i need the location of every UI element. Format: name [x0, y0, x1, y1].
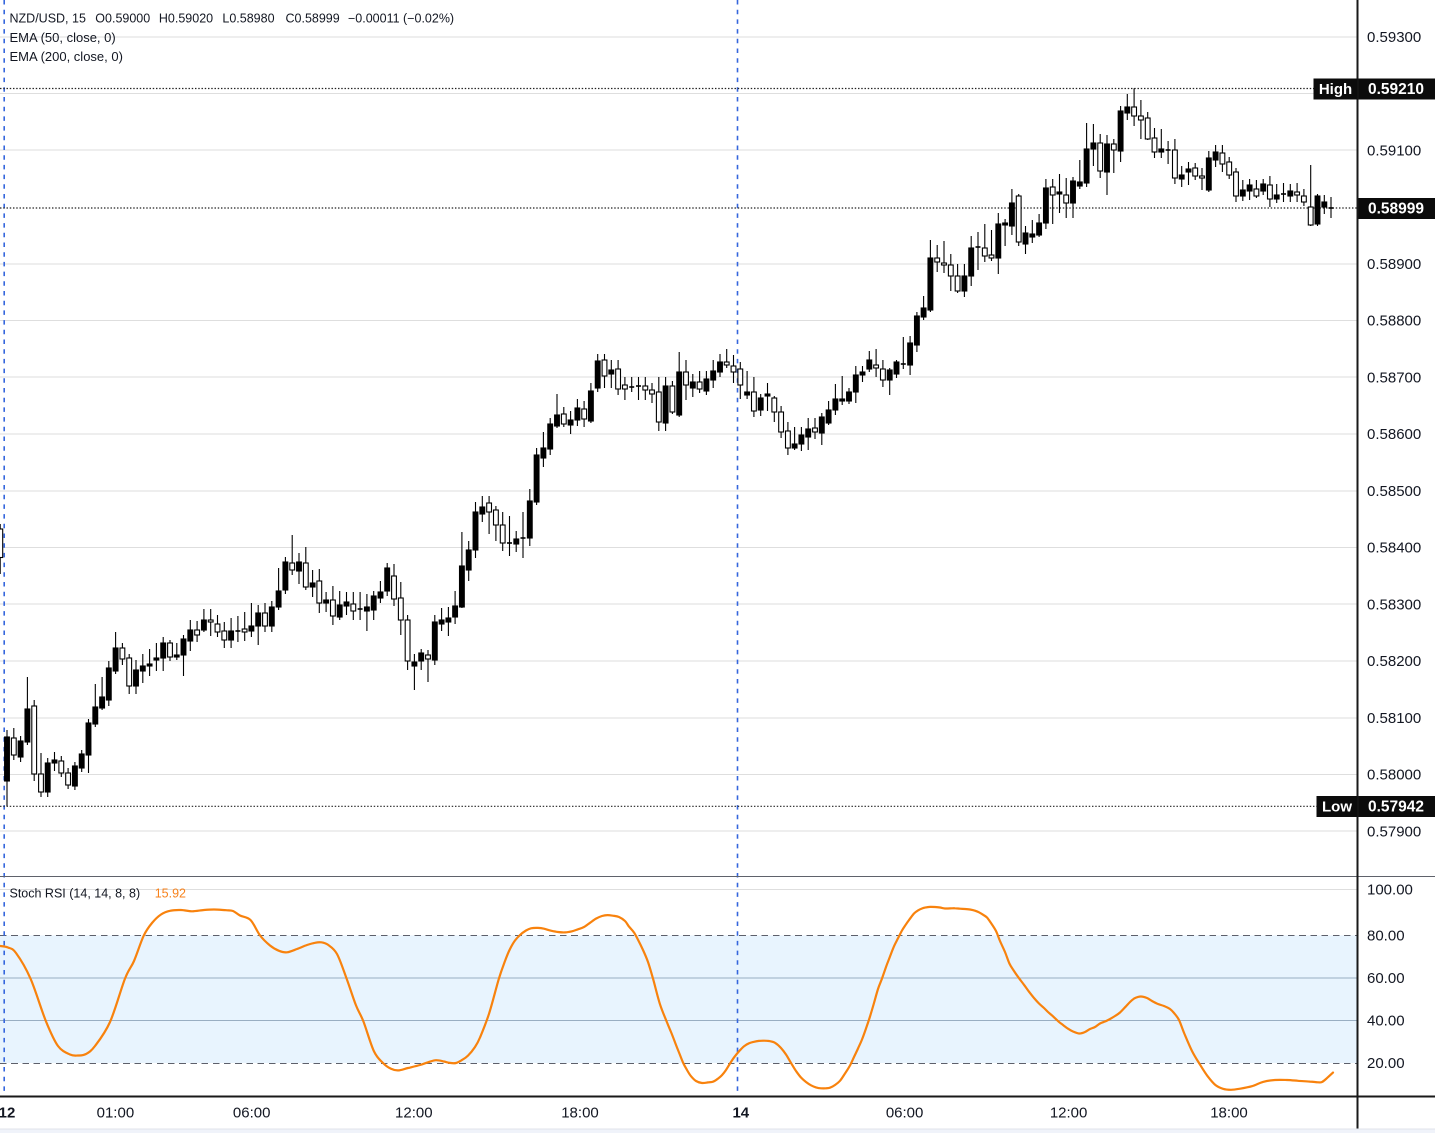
svg-text:0.57942: 0.57942	[1368, 799, 1424, 816]
svg-text:L0.58980: L0.58980	[222, 12, 274, 26]
svg-text:0.58600: 0.58600	[1367, 426, 1421, 443]
svg-text:18:00: 18:00	[1210, 1105, 1248, 1122]
svg-text:NZD/USD, 15: NZD/USD, 15	[10, 12, 86, 26]
svg-text:0.58100: 0.58100	[1367, 710, 1421, 727]
svg-text:20.00: 20.00	[1367, 1055, 1405, 1072]
svg-text:40.00: 40.00	[1367, 1013, 1405, 1030]
svg-text:06:00: 06:00	[886, 1105, 924, 1122]
svg-text:15.92: 15.92	[155, 886, 186, 900]
svg-text:EMA (50, close, 0): EMA (50, close, 0)	[10, 30, 116, 45]
svg-text:14: 14	[732, 1105, 749, 1122]
svg-text:0.58400: 0.58400	[1367, 540, 1421, 557]
svg-text:0.59100: 0.59100	[1367, 142, 1421, 159]
svg-text:0.57900: 0.57900	[1367, 824, 1421, 841]
svg-text:Low: Low	[1322, 798, 1352, 815]
svg-text:0.58200: 0.58200	[1367, 653, 1421, 670]
svg-text:18:00: 18:00	[561, 1105, 599, 1122]
svg-text:12: 12	[0, 1105, 15, 1122]
svg-text:O0.59000: O0.59000	[95, 12, 150, 26]
svg-text:−0.00011 (−0.02%): −0.00011 (−0.02%)	[348, 12, 454, 26]
svg-text:0.58999: 0.58999	[1368, 201, 1424, 218]
svg-text:0.58500: 0.58500	[1367, 483, 1421, 500]
svg-text:60.00: 60.00	[1367, 970, 1405, 987]
svg-text:0.58700: 0.58700	[1367, 369, 1421, 386]
svg-text:06:00: 06:00	[233, 1105, 271, 1122]
svg-text:EMA (200, close, 0): EMA (200, close, 0)	[10, 49, 123, 64]
svg-text:0.59210: 0.59210	[1368, 81, 1424, 98]
svg-text:12:00: 12:00	[395, 1105, 433, 1122]
svg-text:H0.59020: H0.59020	[159, 12, 213, 26]
svg-text:0.58900: 0.58900	[1367, 256, 1421, 273]
svg-text:Stoch RSI (14, 14, 8, 8): Stoch RSI (14, 14, 8, 8)	[10, 886, 141, 900]
svg-text:0.58300: 0.58300	[1367, 597, 1421, 614]
svg-text:C0.58999: C0.58999	[286, 12, 340, 26]
svg-text:0.59300: 0.59300	[1367, 29, 1421, 46]
svg-text:0.58000: 0.58000	[1367, 767, 1421, 784]
svg-text:80.00: 80.00	[1367, 928, 1405, 945]
svg-text:High: High	[1319, 81, 1352, 98]
svg-text:100.00: 100.00	[1367, 882, 1413, 899]
svg-text:01:00: 01:00	[97, 1105, 135, 1122]
svg-text:12:00: 12:00	[1050, 1105, 1088, 1122]
svg-text:0.58800: 0.58800	[1367, 313, 1421, 330]
